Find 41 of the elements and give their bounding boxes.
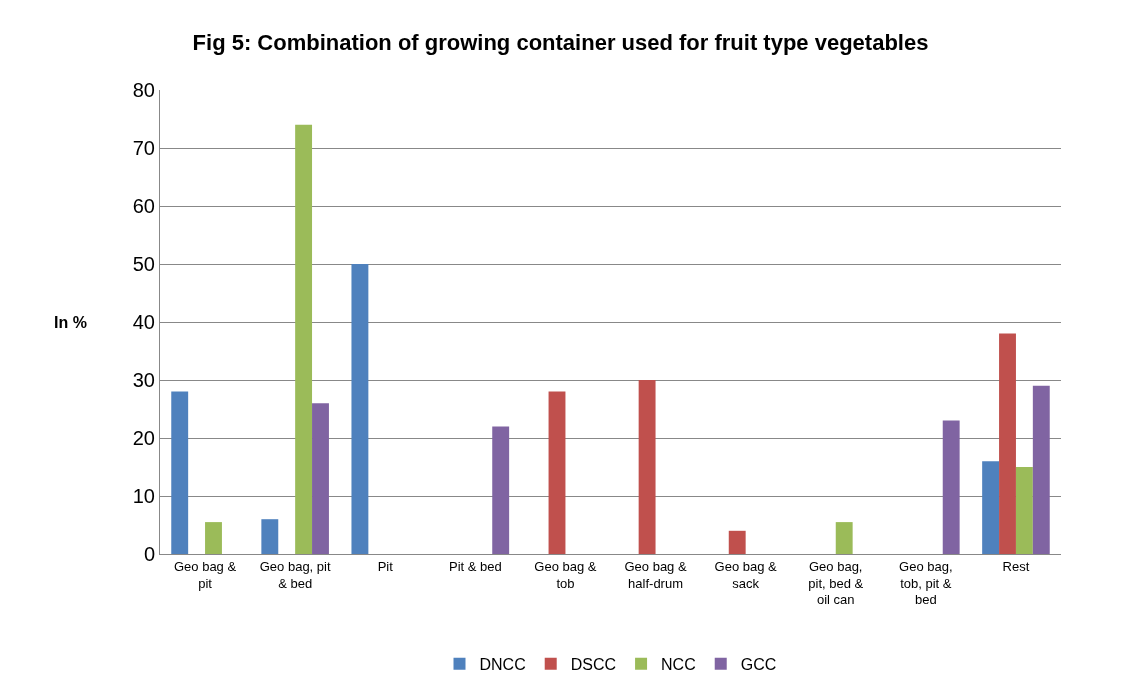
- x-tick-label: Geo bag & pit: [173, 558, 237, 591]
- bar: [999, 333, 1016, 554]
- y-tick-label: 50: [132, 253, 155, 275]
- bar: [205, 522, 222, 554]
- bar: [548, 391, 566, 554]
- chart-title: Fig 5: Combination of growing container used for fruit type vegetables: [192, 30, 929, 56]
- bar: [942, 420, 960, 554]
- y-axis-title: In %: [54, 314, 87, 331]
- legend-label: NCC: [661, 655, 696, 673]
- x-tick-label: Pit & bed: [448, 558, 502, 574]
- bar: [492, 426, 510, 554]
- x-tick-label: Geo bag, pit, bed & oil can: [808, 558, 864, 608]
- bar: [312, 403, 329, 554]
- bar: [171, 391, 189, 554]
- y-tick-label: 70: [132, 137, 155, 159]
- y-tick-label: 10: [132, 485, 155, 507]
- x-tick-label: Geo bag & half-drum: [624, 558, 687, 591]
- x-tick-label: Geo bag & tob: [534, 558, 597, 591]
- y-tick-label: 60: [132, 195, 155, 217]
- bar: [351, 264, 369, 554]
- legend-label: DNCC: [479, 655, 526, 673]
- y-tick-label: 0: [143, 543, 155, 565]
- bar: [835, 522, 853, 554]
- bar: [728, 530, 746, 554]
- x-tick-label: Rest: [1002, 558, 1030, 574]
- bar: [638, 380, 656, 554]
- x-tick-label: Pit: [377, 558, 394, 574]
- legend-label: GCC: [740, 655, 777, 673]
- bar: [1032, 385, 1050, 554]
- x-tick-label: Geo bag & sack: [714, 558, 778, 591]
- legend-label: DSCC: [570, 655, 617, 673]
- bar: [982, 461, 1000, 554]
- y-tick-label: 20: [132, 427, 155, 449]
- y-tick-label: 30: [132, 369, 155, 391]
- bar: [1015, 467, 1033, 554]
- x-tick-label: Geo bag, pit & bed: [259, 558, 331, 591]
- bar: [261, 519, 279, 554]
- y-tick-label: 80: [132, 79, 155, 101]
- bar: [295, 124, 313, 554]
- x-tick-label: Geo bag, tob, pit & bed: [899, 558, 953, 608]
- y-tick-label: 40: [132, 311, 155, 333]
